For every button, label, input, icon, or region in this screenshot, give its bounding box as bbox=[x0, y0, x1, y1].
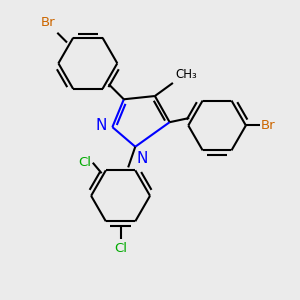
Text: Cl: Cl bbox=[114, 242, 127, 255]
Text: CH₃: CH₃ bbox=[175, 68, 197, 81]
Text: Br: Br bbox=[261, 119, 276, 132]
Text: N: N bbox=[137, 151, 148, 166]
Text: N: N bbox=[95, 118, 106, 133]
Text: Cl: Cl bbox=[78, 156, 91, 169]
Text: Br: Br bbox=[41, 16, 56, 29]
